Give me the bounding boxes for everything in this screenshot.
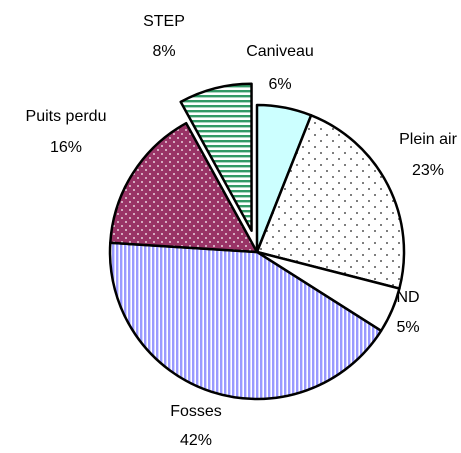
slice-label: ND <box>396 289 419 306</box>
slice-label: STEP <box>143 13 185 30</box>
slice-value-label: 42% <box>180 432 212 449</box>
pie-slice <box>108 241 383 401</box>
slice-value-label: 16% <box>50 139 82 156</box>
pie-slice <box>255 114 406 290</box>
slice-label: Caniveau <box>246 43 314 60</box>
slice-label: Fosses <box>170 403 222 420</box>
slice-value-label: 8% <box>152 43 175 60</box>
slice-value-label: 23% <box>412 162 444 179</box>
slice-label: Puits perdu <box>26 108 107 125</box>
pie-slice <box>179 82 253 232</box>
slice-value-label: 6% <box>268 76 291 93</box>
slice-value-label: 5% <box>396 319 419 336</box>
pie-slice <box>109 121 259 254</box>
slice-label: Plein air <box>399 131 457 148</box>
